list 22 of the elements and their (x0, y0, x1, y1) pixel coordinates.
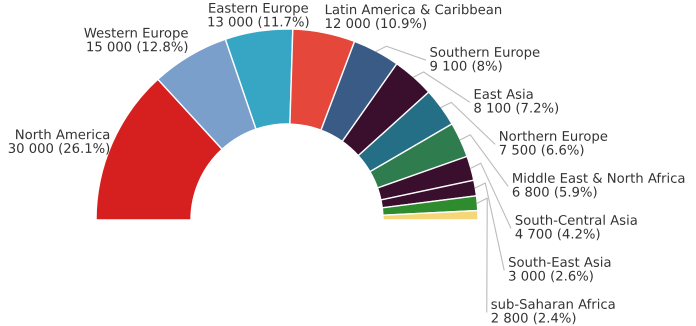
data-label: 12 000 (10.9%) (326, 18, 426, 30)
slice-label: North America (16, 129, 110, 140)
slice-label: Southern Europe (430, 46, 540, 60)
slice-label: sub-Saharan Africa (491, 298, 615, 309)
data-label: 3 000 (2.6%) (509, 270, 593, 282)
data-label: 4 700 (4.2%) (515, 228, 600, 240)
slice-label: Middle East & North Africa (513, 172, 684, 183)
slice-label: South-Central Asia (516, 214, 637, 225)
data-label: 7 500 (6.6%) (500, 144, 584, 156)
slice-label: East Asia (474, 88, 533, 99)
data-label: 15 000 (12.8%) (87, 41, 188, 54)
slice-label: Eastern Europe (209, 3, 308, 16)
slice-label: Northern Europe (500, 130, 608, 144)
data-label: 8 100 (7.2%) (474, 102, 558, 114)
data-label: 6 800 (5.9%) (512, 186, 596, 198)
data-label: 2 800 (2.4%) (492, 312, 576, 324)
slice-label: South-East Asia (508, 256, 610, 267)
data-label: 13 000 (11.7%) (208, 16, 308, 28)
slice-label: Latin America & Caribbean (326, 4, 502, 14)
data-label: 9 100 (8%) (430, 60, 502, 72)
slice-label: Western Europe (84, 28, 188, 40)
data-label: 30 000 (26.1%) (8, 142, 110, 155)
